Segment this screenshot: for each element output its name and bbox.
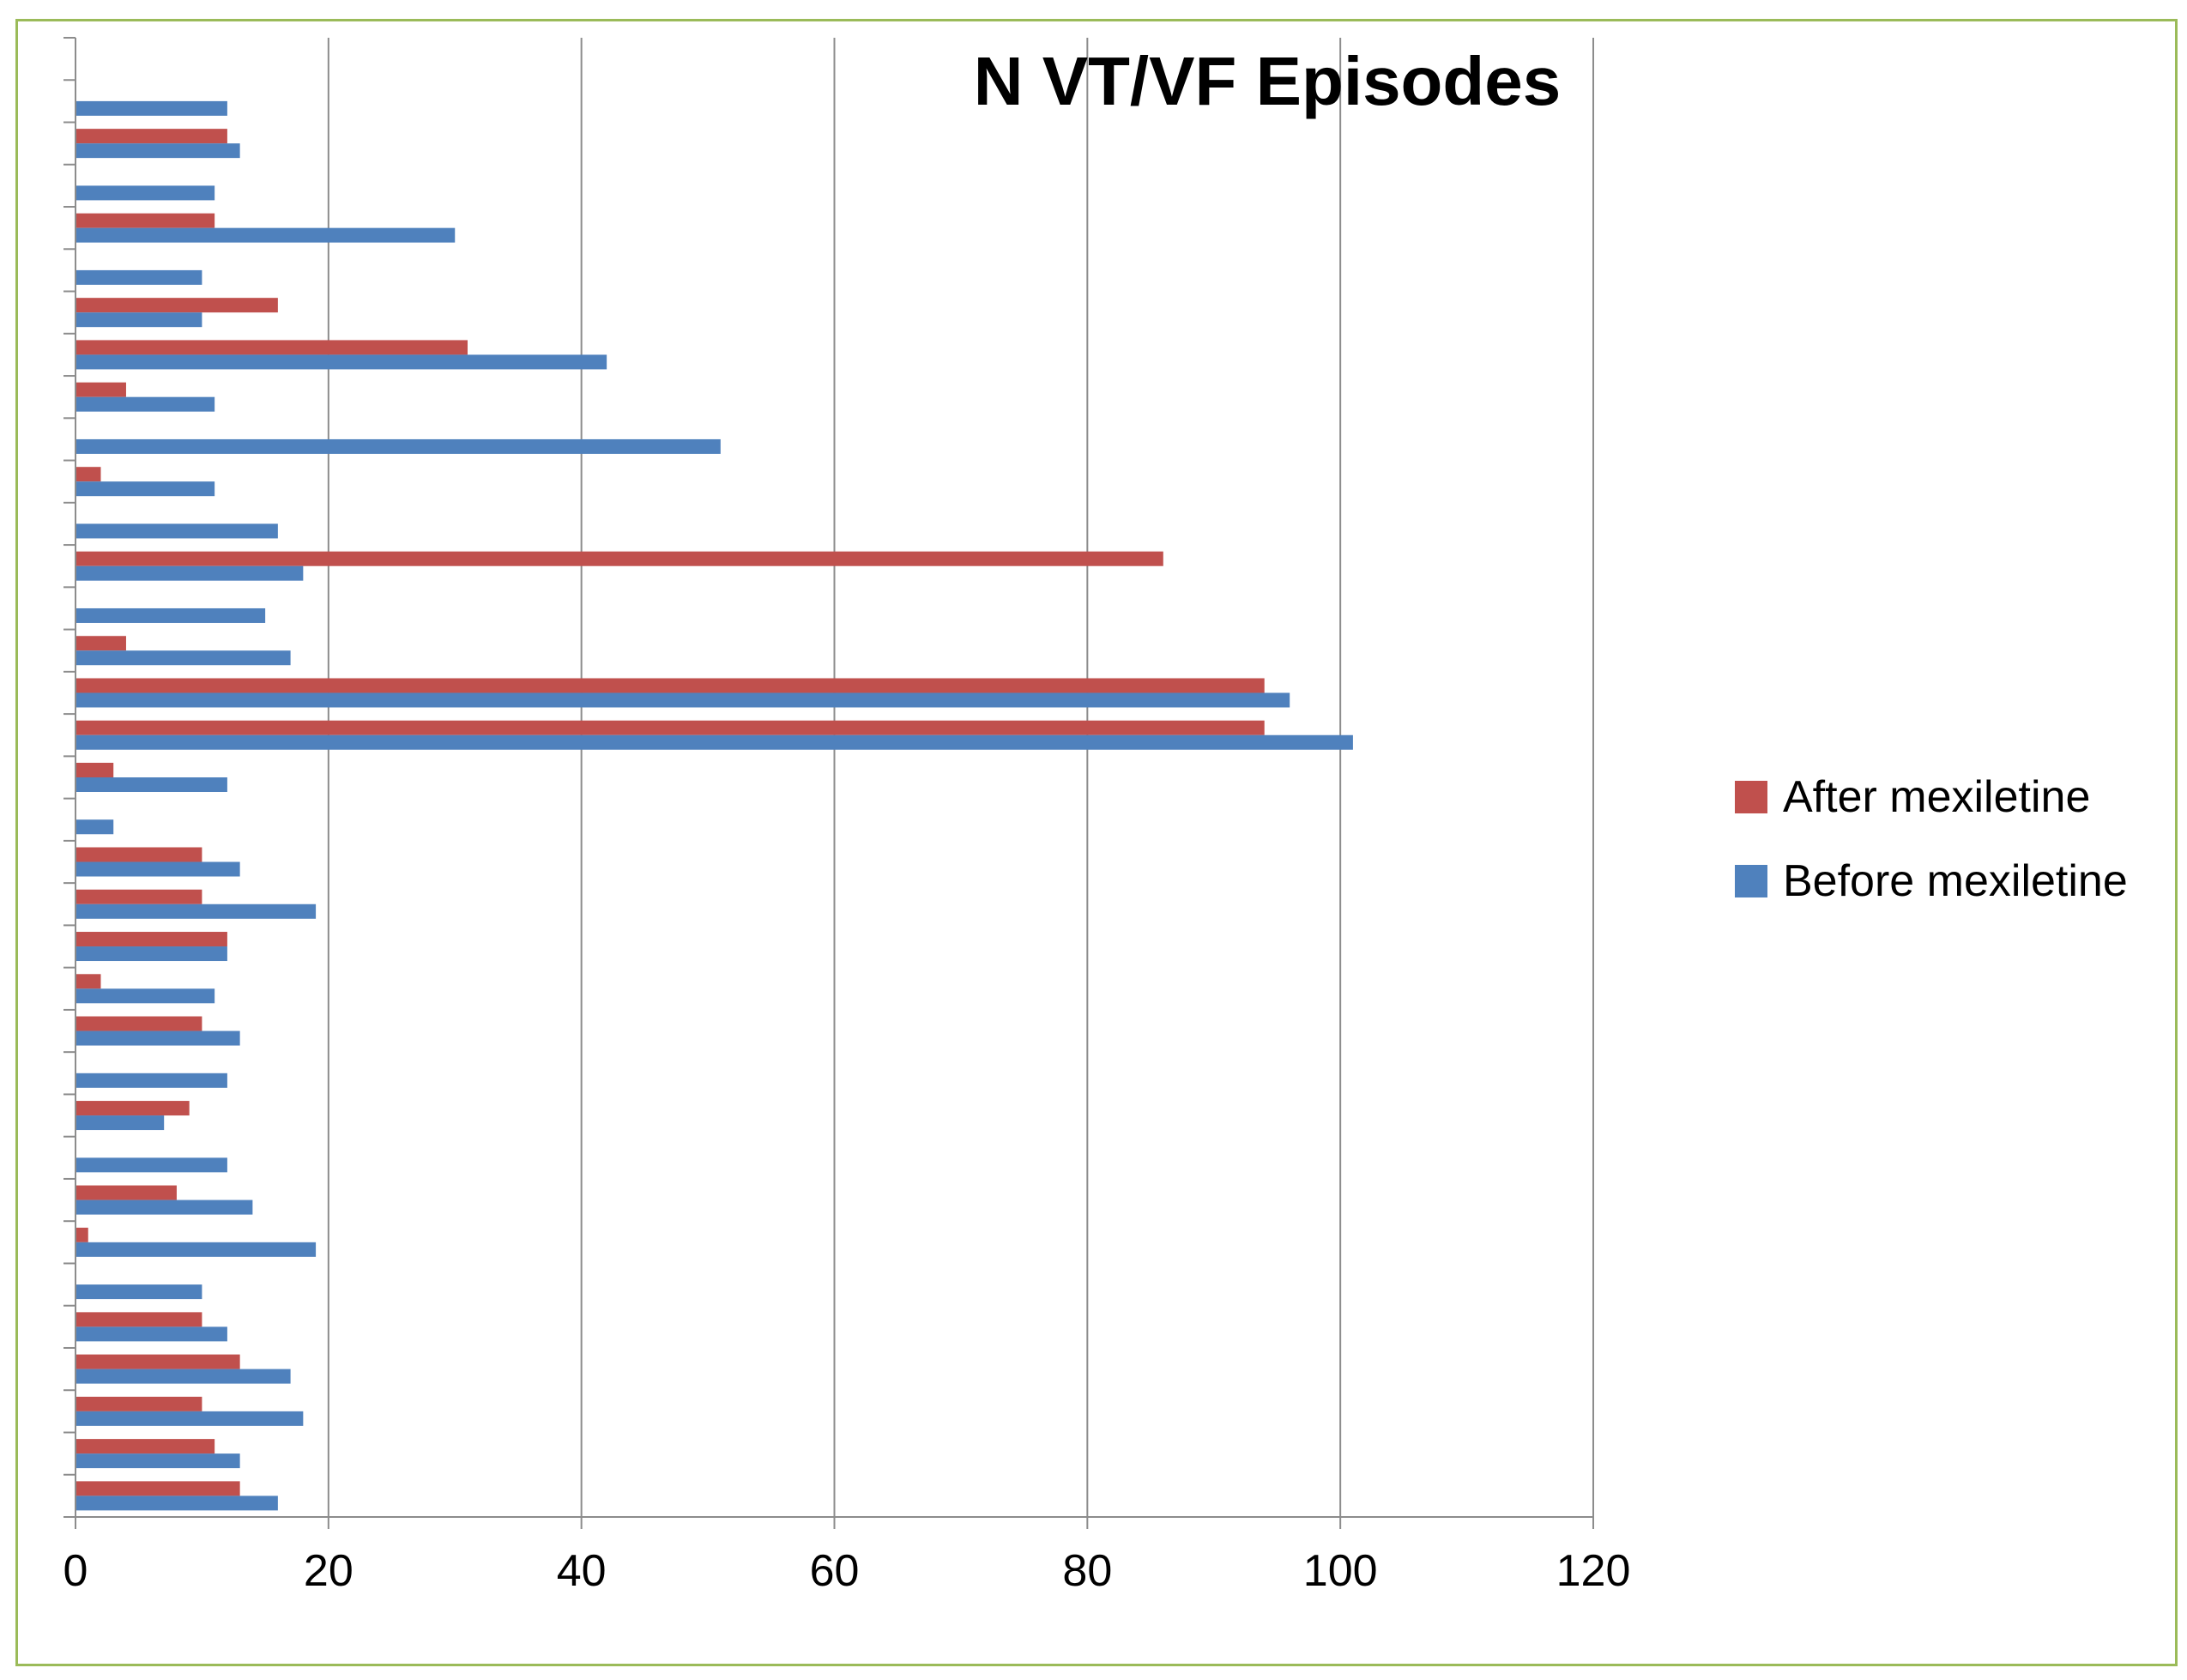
- bar-after-21: [76, 636, 126, 651]
- bar-before-31: [76, 227, 456, 243]
- legend-swatch: [1735, 781, 1767, 813]
- legend: After mexiletine Before mexiletine: [1735, 772, 2128, 906]
- bar-before-12: [76, 1030, 240, 1046]
- axis-layer: 0 20 40 60 80 100 120: [63, 37, 1631, 1596]
- bar-after-27: [76, 382, 126, 397]
- bar-before-9: [76, 1157, 227, 1173]
- bar-after-33: [76, 129, 227, 144]
- bar-before-10: [76, 1115, 165, 1131]
- bar-after-31: [76, 213, 215, 228]
- bar-before-32: [76, 185, 215, 201]
- bar-after-3: [76, 1396, 202, 1411]
- bar-before-6: [76, 1284, 202, 1300]
- bar-before-4: [76, 1369, 291, 1384]
- bar-before-29: [76, 312, 202, 328]
- bar-before-1: [76, 1496, 278, 1511]
- x-tick-label: 120: [1556, 1546, 1631, 1596]
- bar-before-24: [76, 523, 278, 539]
- chart-frame: [15, 19, 2178, 1666]
- legend-swatch: [1735, 865, 1767, 897]
- bar-after-8: [76, 1185, 177, 1200]
- bar-after-29: [76, 298, 278, 313]
- bar-before-3: [76, 1411, 304, 1426]
- bar-before-28: [76, 354, 607, 370]
- bar-before-2: [76, 1453, 240, 1469]
- bar-after-5: [76, 1312, 202, 1327]
- legend-label: Before mexiletine: [1783, 856, 2128, 906]
- bar-before-19: [76, 734, 1353, 750]
- x-tick-label: 100: [1303, 1546, 1378, 1596]
- bar-after-4: [76, 1354, 240, 1369]
- bar-before-18: [76, 777, 227, 792]
- bar-after-7: [76, 1227, 88, 1242]
- bar-before-17: [76, 819, 114, 835]
- chart-title: N VT/VF Episodes: [974, 43, 1562, 119]
- bar-after-25: [76, 467, 101, 482]
- x-tick-label: 60: [810, 1546, 860, 1596]
- bar-after-16: [76, 847, 202, 862]
- bar-before-26: [76, 438, 721, 454]
- bar-before-13: [76, 988, 215, 1004]
- bar-after-18: [76, 763, 114, 777]
- bar-before-23: [76, 565, 304, 581]
- bar-after-19: [76, 720, 1265, 735]
- bar-before-20: [76, 692, 1290, 708]
- bar-before-27: [76, 396, 215, 412]
- bar-before-16: [76, 861, 240, 877]
- bar-after-20: [76, 678, 1265, 693]
- bar-before-30: [76, 269, 202, 285]
- bar-before-22: [76, 607, 266, 623]
- bar-before-15: [76, 903, 317, 919]
- bar-before-14: [76, 946, 227, 962]
- bar-after-13: [76, 974, 101, 989]
- bar-before-8: [76, 1200, 253, 1215]
- x-tick-label: 40: [557, 1546, 607, 1596]
- bar-after-12: [76, 1016, 202, 1031]
- bar-after-14: [76, 932, 227, 947]
- bar-after-28: [76, 340, 468, 355]
- bar-before-34: [76, 100, 227, 116]
- bar-after-10: [76, 1101, 190, 1116]
- bar-after-23: [76, 551, 1163, 566]
- bar-before-11: [76, 1073, 227, 1088]
- x-tick-label: 0: [63, 1546, 88, 1596]
- x-tick-label: 20: [304, 1546, 353, 1596]
- bar-before-5: [76, 1326, 227, 1342]
- bar-before-7: [76, 1242, 317, 1257]
- bar-after-2: [76, 1439, 215, 1454]
- bar-after-15: [76, 889, 202, 904]
- legend-label: After mexiletine: [1783, 772, 2090, 822]
- x-tick-label: 80: [1062, 1546, 1112, 1596]
- bar-before-25: [76, 481, 215, 497]
- bar-before-33: [76, 143, 240, 159]
- grid-layer: [327, 38, 1594, 1517]
- bars-layer: [76, 100, 1353, 1511]
- bar-after-1: [76, 1481, 240, 1496]
- bar-before-21: [76, 650, 291, 666]
